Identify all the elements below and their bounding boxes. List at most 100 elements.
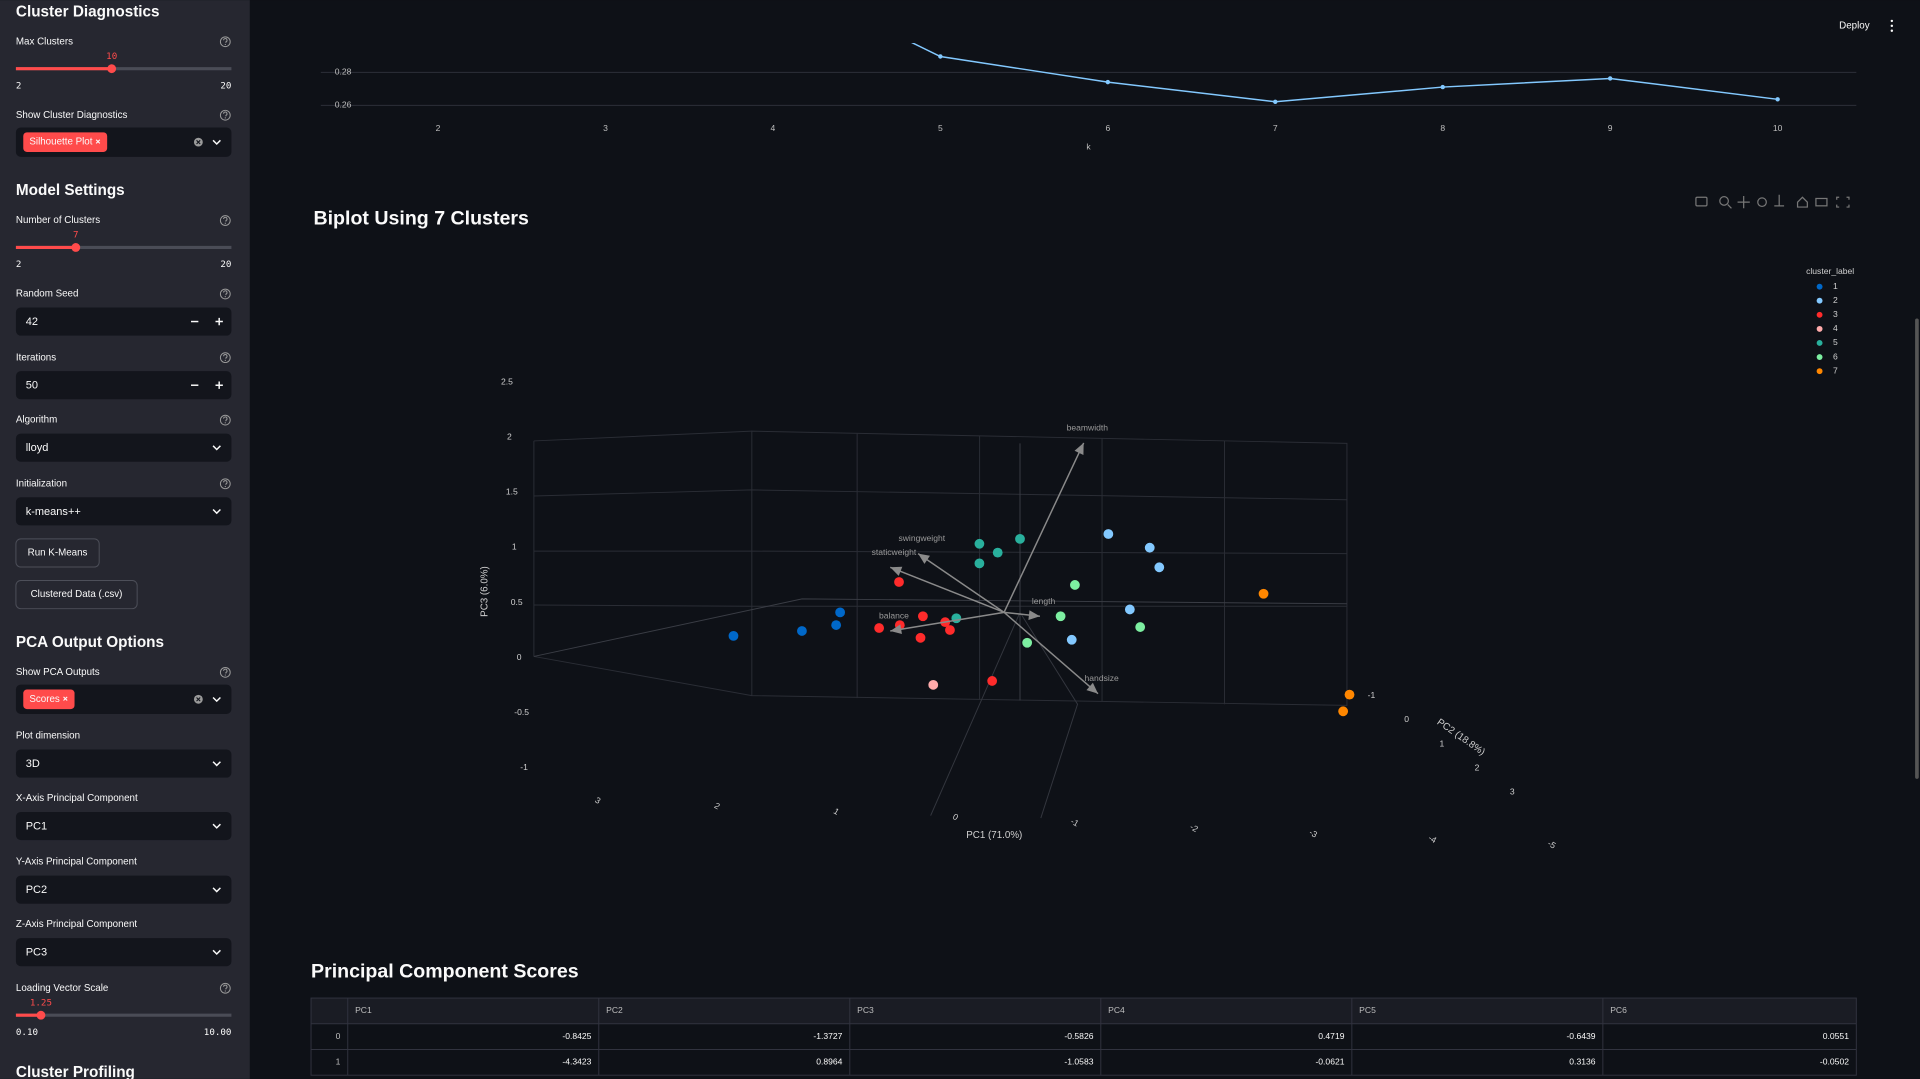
- data-point[interactable]: [974, 538, 985, 549]
- legend-label[interactable]: 5: [1833, 337, 1838, 347]
- data-point[interactable]: [1066, 634, 1077, 645]
- chip[interactable]: [23, 689, 75, 710]
- legend-swatch[interactable]: [1816, 354, 1823, 360]
- data-point[interactable]: [951, 613, 962, 624]
- button-label: Clustered Data (.csv): [31, 589, 123, 600]
- chip[interactable]: [23, 132, 108, 152]
- help-icon[interactable]: [219, 982, 231, 994]
- help-icon[interactable]: [219, 215, 231, 226]
- data-point[interactable]: [1344, 689, 1355, 700]
- help-icon[interactable]: [219, 666, 231, 678]
- chevron: [212, 445, 221, 451]
- help-icon[interactable]: [219, 288, 231, 300]
- select-box[interactable]: [15, 938, 232, 967]
- data-point[interactable]: [1055, 611, 1066, 622]
- help-mark: [223, 216, 228, 222]
- slider-thumb[interactable]: [71, 243, 81, 252]
- legend-swatch[interactable]: [1816, 368, 1823, 375]
- deploy-button[interactable]: Deploy: [1839, 20, 1870, 31]
- data-point[interactable]: [915, 632, 926, 643]
- slider-thumb[interactable]: [107, 64, 117, 74]
- main-menu[interactable]: [1890, 19, 1894, 32]
- x-tick-label: -1: [1069, 816, 1081, 829]
- chip-remove[interactable]: [95, 139, 101, 144]
- data-point[interactable]: [797, 626, 807, 636]
- data-point[interactable]: [1103, 529, 1114, 539]
- data-point[interactable]: [1022, 637, 1033, 648]
- data-point[interactable]: [728, 630, 739, 641]
- select-box[interactable]: [15, 749, 232, 778]
- data-point[interactable]: [974, 558, 985, 569]
- chevron: [212, 696, 221, 703]
- data-point[interactable]: [918, 611, 928, 622]
- help-icon[interactable]: [219, 414, 231, 426]
- number-box[interactable]: [15, 371, 232, 400]
- data-point[interactable]: [1258, 588, 1269, 599]
- data-point[interactable]: [835, 607, 846, 618]
- data-point[interactable]: [1338, 706, 1349, 717]
- x-tick-label: 3: [603, 123, 608, 133]
- data-point[interactable]: [1135, 622, 1146, 632]
- data-point[interactable]: [992, 547, 1003, 558]
- help-icon[interactable]: [219, 109, 231, 121]
- legend-label[interactable]: 2: [1833, 295, 1838, 305]
- help-dot: [224, 222, 226, 224]
- data-point[interactable]: [1124, 604, 1135, 615]
- loading-label: staticweight: [872, 547, 917, 557]
- select-box[interactable]: [15, 811, 232, 841]
- button[interactable]: [15, 538, 100, 568]
- legend-swatch[interactable]: [1816, 297, 1823, 304]
- select-box[interactable]: [15, 433, 232, 462]
- chip-remove[interactable]: [63, 696, 68, 701]
- x-tick-label: 8: [1440, 123, 1445, 133]
- legend-swatch[interactable]: [1816, 325, 1823, 332]
- section-heading: Cluster Profiling: [16, 1064, 135, 1079]
- data-point[interactable]: [1070, 580, 1080, 590]
- legend-swatch[interactable]: [1816, 283, 1823, 290]
- legend-label[interactable]: 7: [1833, 365, 1838, 375]
- slider-thumb[interactable]: [36, 1010, 46, 1020]
- legend-label[interactable]: 3: [1833, 309, 1838, 319]
- number-value: 50: [26, 380, 38, 392]
- select-box[interactable]: [15, 875, 232, 904]
- legend-swatch[interactable]: [1816, 340, 1823, 346]
- y-tick-label: 0: [1404, 714, 1409, 724]
- help-dot: [224, 485, 226, 488]
- x-tick-label: 5: [938, 123, 943, 133]
- data-point[interactable]: [831, 620, 842, 630]
- select-box[interactable]: [15, 497, 232, 526]
- data-point[interactable]: [1154, 562, 1165, 573]
- chevron: [212, 508, 221, 515]
- chip-label: Scores: [29, 694, 60, 705]
- column-header: PC4: [1108, 1005, 1125, 1015]
- increment-button[interactable]: [215, 381, 223, 389]
- help-circle: [219, 666, 231, 678]
- data-point[interactable]: [1144, 542, 1155, 553]
- slider-max: 20: [220, 80, 231, 91]
- data-point[interactable]: [987, 676, 998, 686]
- data-point[interactable]: [1015, 533, 1025, 544]
- data-point[interactable]: [874, 623, 885, 633]
- line-marker: [1105, 79, 1111, 85]
- scrollbar[interactable]: [1915, 318, 1919, 779]
- select-value: 3D: [26, 758, 40, 770]
- select-value: lloyd: [26, 442, 49, 454]
- data-point[interactable]: [894, 577, 904, 587]
- data-point[interactable]: [928, 679, 939, 690]
- number-box[interactable]: [15, 307, 232, 336]
- modebar[interactable]: [1695, 194, 1850, 209]
- loading-arrowhead: [890, 624, 902, 635]
- help-icon[interactable]: [219, 478, 231, 490]
- button[interactable]: [15, 580, 138, 610]
- help-icon[interactable]: [219, 352, 231, 364]
- legend-swatch[interactable]: [1816, 311, 1823, 318]
- legend-label[interactable]: 6: [1833, 351, 1838, 361]
- help-icon[interactable]: [219, 36, 231, 48]
- slider-value: 1.25: [30, 997, 52, 1008]
- z-tick-label: 2.5: [501, 376, 513, 386]
- legend-label[interactable]: 1: [1833, 281, 1838, 291]
- x-tick-label: 0: [951, 811, 960, 822]
- legend-label[interactable]: 4: [1833, 323, 1838, 333]
- increment-button[interactable]: [215, 317, 223, 326]
- data-point[interactable]: [945, 625, 955, 635]
